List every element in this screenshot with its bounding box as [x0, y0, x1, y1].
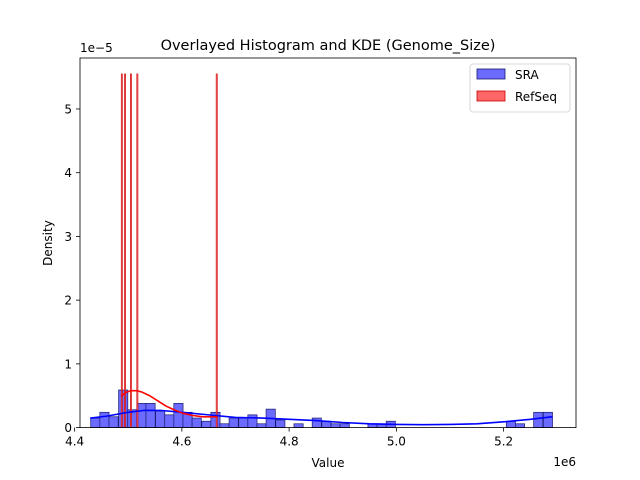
sra-bar-0	[90, 417, 101, 428]
sra-bar-14	[219, 423, 230, 428]
legend-swatch-refseq	[476, 90, 506, 102]
sra-bar-18	[256, 423, 267, 428]
refseq-kde-line	[121, 389, 218, 418]
x-offset-label: 1e6	[553, 455, 576, 469]
y-axis: 0 1 2 3 4 5	[64, 102, 80, 435]
x-tick-label-2: 4.8	[280, 435, 299, 449]
sra-bar-8	[164, 414, 175, 428]
sra-bar-31	[533, 411, 544, 428]
y-tick-label-3: 3	[64, 230, 72, 244]
legend-entry-sra: SRA	[476, 68, 539, 82]
sra-bar-1	[99, 411, 110, 428]
refseq-bar-2	[130, 73, 132, 428]
y-tick-label-1: 1	[64, 357, 72, 371]
refseq-bar-3	[136, 73, 139, 428]
legend-swatch-sra	[476, 68, 506, 80]
sra-bar-3	[118, 389, 129, 428]
y-tick-label-4: 4	[64, 166, 72, 180]
sra-bar-15	[228, 417, 239, 428]
sra-bar-22	[311, 417, 322, 428]
sra-bar-7	[155, 410, 166, 428]
legend-label-sra: SRA	[515, 68, 539, 82]
sra-bar-9	[173, 403, 184, 428]
refseq-bar-4	[215, 73, 218, 428]
y-offset-label: 1e−5	[80, 41, 113, 55]
sra-bar-21	[293, 423, 304, 428]
x-axis: 4.4 4.6 4.8 5.0 5.2	[65, 427, 513, 449]
x-axis-label: Value	[312, 456, 345, 470]
sra-bar-25	[339, 423, 350, 428]
sra-kde-line	[89, 409, 553, 426]
y-axis-label: Density	[41, 220, 55, 266]
y-tick-label-2: 2	[64, 294, 72, 308]
sra-bar-2	[108, 416, 119, 428]
legend: SRA RefSeq	[469, 63, 571, 113]
legend-entry-refseq: RefSeq	[476, 90, 557, 104]
sra-bar-24	[330, 423, 341, 428]
x-tick-label-0: 4.4	[65, 435, 84, 449]
sra-bar-20	[275, 419, 286, 428]
sra-bar-16	[238, 417, 249, 428]
refseq-bar-1	[124, 73, 126, 428]
refseq-bar-0	[120, 73, 123, 428]
sra-bar-17	[247, 414, 258, 428]
y-tick-label-5: 5	[64, 102, 72, 116]
x-tick-label-3: 5.0	[387, 435, 406, 449]
y-tick-label-0: 0	[64, 421, 72, 435]
sra-bar-6	[145, 403, 156, 428]
legend-label-refseq: RefSeq	[515, 90, 557, 104]
sra-bar-11	[191, 417, 202, 428]
x-tick-label-4: 5.2	[494, 435, 513, 449]
x-tick-label-1: 4.6	[172, 435, 191, 449]
chart-title: Overlayed Histogram and KDE (Genome_Size…	[161, 38, 496, 54]
axes-frame	[79, 57, 577, 429]
sra-bar-32	[542, 411, 553, 428]
sra-bar-29	[515, 423, 525, 428]
sra-bar-12	[201, 420, 212, 428]
